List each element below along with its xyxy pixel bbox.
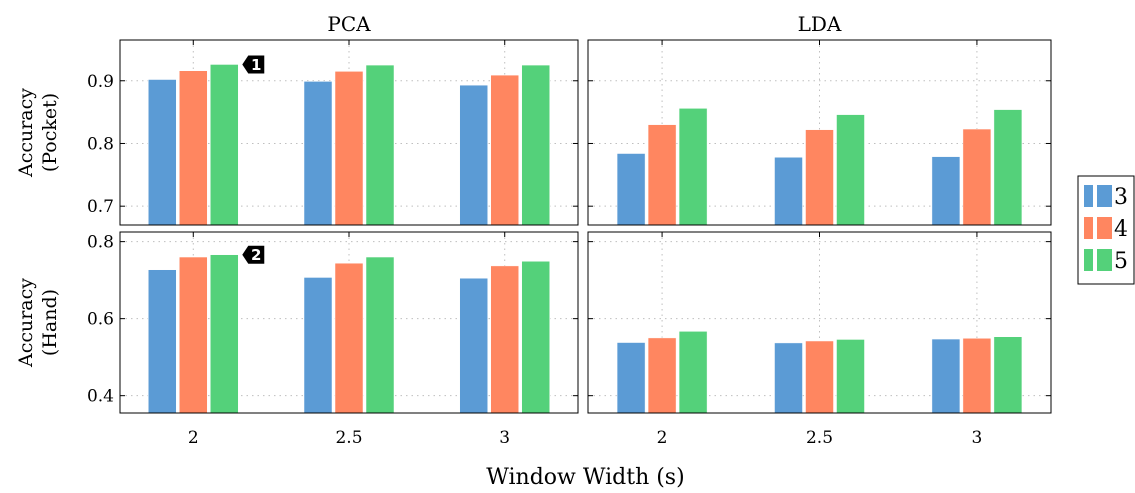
bar-pca-pocket-series3-cat1 <box>303 81 333 226</box>
bar-pca-pocket-series4-cat2 <box>490 74 519 226</box>
bar-lda-hand-series5-cat2 <box>993 336 1023 414</box>
y-tick-label: 0.8 <box>87 134 114 154</box>
bar-pca-pocket-series4-cat0 <box>179 70 208 226</box>
bar-pca-hand-series5-cat1 <box>365 256 395 414</box>
bar-pca-hand-series4-cat2 <box>490 265 519 414</box>
marker-badge-label: 2 <box>251 246 261 264</box>
bar-lda-hand-series5-cat1 <box>836 339 865 414</box>
bar-lda-hand-series4-cat1 <box>805 340 834 414</box>
panel-lda-pocket <box>587 39 1052 226</box>
bar-pca-hand-series4-cat1 <box>334 262 364 414</box>
legend-label-3: 3 <box>1114 185 1128 210</box>
marker-badge <box>242 245 265 264</box>
bar-pca-pocket-series5-cat1 <box>365 64 395 226</box>
legend-swatch-4 <box>1097 217 1112 239</box>
legend-swatch-3 <box>1084 185 1093 207</box>
panel-pca-pocket <box>119 39 579 226</box>
x-tick-label: 2.5 <box>806 428 833 448</box>
panel-title-lda: LDA <box>798 12 842 36</box>
bar-pca-hand-series5-cat2 <box>521 261 550 414</box>
bar-pca-pocket-series4-cat1 <box>334 71 364 226</box>
y-tick-label: 0.4 <box>87 387 114 407</box>
bar-lda-hand-series4-cat2 <box>962 338 992 414</box>
x-tick-label: 2 <box>188 428 199 448</box>
x-axis-label: Window Width (s) <box>486 465 684 490</box>
panel-lda-hand <box>587 231 1052 414</box>
y-tick-label: 0.8 <box>87 233 114 253</box>
y-tick-label: 0.6 <box>87 310 114 330</box>
legend-swatch-5 <box>1084 249 1093 271</box>
bar-lda-hand-series3-cat0 <box>616 342 646 414</box>
y-axis-label-row1-line2: (Hand) <box>39 289 61 356</box>
bar-pca-hand-series4-cat0 <box>179 256 208 414</box>
y-axis-label-row0-line1: Accuracy <box>15 88 37 178</box>
bar-lda-pocket-series3-cat1 <box>774 157 803 226</box>
x-tick-label: 3 <box>499 428 510 448</box>
y-tick-label: 0.9 <box>87 72 114 92</box>
y-tick-label: 0.7 <box>87 197 114 217</box>
bar-pca-hand-series5-cat0 <box>210 254 239 414</box>
bar-pca-pocket-series3-cat2 <box>459 84 488 226</box>
bar-lda-hand-series3-cat1 <box>774 342 803 414</box>
bar-lda-hand-series4-cat0 <box>647 337 677 414</box>
bar-pca-hand-series3-cat1 <box>303 277 333 414</box>
x-tick-label: 3 <box>972 428 983 448</box>
bar-lda-pocket-series5-cat2 <box>993 109 1023 226</box>
legend-label-4: 4 <box>1114 217 1128 242</box>
bar-pca-pocket-series5-cat2 <box>521 64 550 226</box>
panel-pca-hand <box>119 231 579 414</box>
bar-pca-hand-series3-cat0 <box>148 269 177 414</box>
bar-pca-pocket-series5-cat0 <box>210 64 239 226</box>
bar-pca-hand-series3-cat2 <box>459 277 488 414</box>
bar-pca-pocket-series3-cat0 <box>148 79 177 226</box>
y-axis-label-row1-line1: Accuracy <box>15 278 37 368</box>
bar-lda-pocket-series4-cat1 <box>805 129 834 226</box>
legend-swatch-4 <box>1084 217 1093 239</box>
bar-lda-pocket-series3-cat0 <box>616 153 646 226</box>
bar-lda-pocket-series5-cat1 <box>836 114 865 226</box>
bar-lda-hand-series5-cat0 <box>678 331 708 414</box>
bar-lda-pocket-series3-cat2 <box>931 156 961 226</box>
x-tick-label: 2 <box>657 428 668 448</box>
x-tick-label: 2.5 <box>335 428 362 448</box>
legend-swatch-3 <box>1097 185 1112 207</box>
bar-lda-hand-series3-cat2 <box>931 338 961 414</box>
bar-lda-pocket-series5-cat0 <box>678 108 708 226</box>
legend-label-5: 5 <box>1114 249 1128 274</box>
legend-swatch-5 <box>1097 249 1112 271</box>
marker-badge-label: 1 <box>251 56 261 74</box>
y-axis-label-row0-line2: (Pocket) <box>39 93 61 172</box>
bar-lda-pocket-series4-cat0 <box>647 124 677 226</box>
marker-badge <box>242 55 265 74</box>
panel-title-pca: PCA <box>327 12 371 36</box>
bar-lda-pocket-series4-cat2 <box>962 128 992 226</box>
